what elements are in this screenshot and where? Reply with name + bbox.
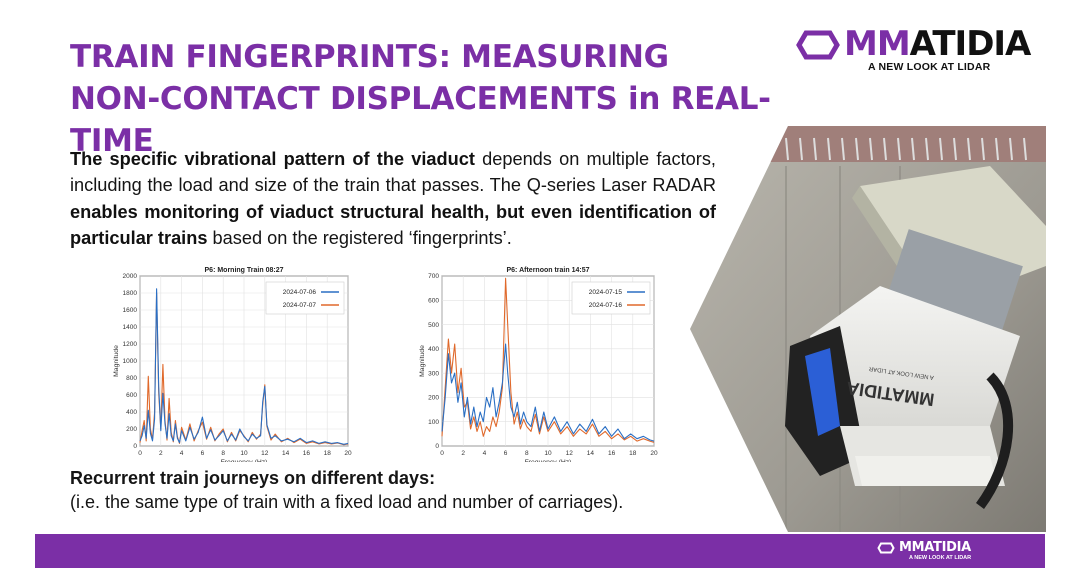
y-tick-label: 200 — [428, 395, 439, 402]
y-tick-label: 600 — [126, 392, 137, 399]
y-tick-label: 100 — [428, 419, 439, 426]
footer-hexagon-icon — [877, 542, 895, 554]
y-tick-label: 500 — [428, 322, 439, 329]
x-tick-label: 12 — [261, 450, 269, 457]
x-tick-label: 20 — [344, 450, 352, 457]
x-tick-label: 0 — [440, 450, 444, 457]
chart-title: P6: Afternoon train 14:57 — [507, 267, 590, 274]
title-line-2: NON-CONTACT DISPLACEMENTS in REAL-TIME — [70, 81, 771, 159]
x-tick-label: 8 — [221, 450, 225, 457]
y-tick-label: 1400 — [123, 324, 138, 331]
y-tick-label: 600 — [428, 297, 439, 304]
x-tick-label: 14 — [282, 450, 290, 457]
y-tick-label: 200 — [126, 426, 137, 433]
x-tick-label: 0 — [138, 450, 142, 457]
x-tick-label: 14 — [587, 450, 595, 457]
brand-tagline: A NEW LOOK AT LIDAR — [868, 61, 991, 73]
footer-bar: MMATIDIA A NEW LOOK AT LIDAR — [35, 534, 1045, 568]
x-axis-label: Frequency (Hz) — [221, 459, 268, 462]
legend-label: 2024-07-06 — [283, 289, 317, 296]
x-tick-label: 16 — [303, 450, 311, 457]
y-tick-label: 400 — [428, 346, 439, 353]
x-tick-label: 18 — [324, 450, 332, 457]
series-line-2024-07-15 — [441, 343, 655, 442]
y-tick-label: 1200 — [123, 341, 138, 348]
paragraph-bold-2: enables monitoring of viaduct structural… — [70, 201, 716, 249]
lidar-device-photo: MMATIDIA A NEW LOOK AT LIDAR — [690, 126, 1046, 532]
series-line-2024-07-06 — [139, 288, 349, 445]
legend-box — [265, 281, 345, 315]
y-tick-label: 0 — [435, 443, 439, 450]
footer-brand-name: MMATIDIA — [899, 540, 971, 555]
x-tick-label: 18 — [629, 450, 637, 457]
paragraph-text-2: based on the registered ‘fingerprints’. — [207, 228, 512, 249]
title-line-1: TRAIN FINGERPRINTS: MEASURING — [70, 39, 669, 75]
y-tick-label: 1000 — [123, 358, 138, 365]
footer-brand-tagline: A NEW LOOK AT LIDAR — [909, 555, 972, 561]
y-axis-label: Magnitude — [419, 345, 426, 377]
legend-label: 2024-07-07 — [283, 302, 317, 309]
x-tick-label: 6 — [504, 450, 508, 457]
y-tick-label: 400 — [126, 409, 137, 416]
caption-title: Recurrent train journeys on different da… — [70, 468, 436, 488]
hexagon-logo-icon — [796, 30, 840, 60]
y-tick-label: 0 — [133, 443, 137, 450]
y-tick-label: 1800 — [123, 290, 138, 297]
brand-name-rest: ATIDIA — [909, 24, 1032, 64]
chart-title: P6: Morning Train 08:27 — [205, 267, 284, 274]
series-line-2024-07-16 — [441, 277, 655, 443]
chart-svg: 0 2 4 6 8 10 12 14 16 18 2002004006008001000120014… — [113, 267, 352, 466]
x-axis-label: Frequency (Hz) — [525, 459, 572, 462]
caption-text: (i.e. the same type of train with a fixe… — [70, 492, 624, 512]
x-tick-label: 8 — [525, 450, 529, 457]
y-tick-label: 1600 — [123, 307, 138, 314]
x-tick-label: 12 — [566, 450, 574, 457]
afternoon-train-chart: 0 2 4 6 8 10 12 14 16 18 20 0 100 200 300 400 500 600 700 P… — [414, 262, 664, 467]
paragraph-text-1: depends on multiple factors, including t… — [70, 149, 716, 196]
paragraph-bold-1: The specific vibrational pattern of the … — [70, 149, 475, 169]
legend-box — [571, 281, 651, 315]
x-tick-label: 16 — [608, 450, 616, 457]
grid-lines — [441, 275, 655, 447]
x-tick-label: 10 — [240, 450, 248, 457]
page-title: TRAIN FINGERPRINTS: MEASURING NON-CONTAC… — [70, 36, 790, 162]
x-tick-label: 2 — [461, 450, 465, 457]
legend-label: 2024-07-16 — [589, 302, 623, 309]
legend-label: 2024-07-15 — [589, 289, 623, 296]
y-tick-label: 2000 — [123, 273, 138, 280]
y-tick-label: 800 — [126, 375, 137, 382]
x-tick-label: 10 — [544, 450, 552, 457]
brand-name: MMATIDIA — [844, 24, 1032, 64]
chart-svg: 0 2 4 6 8 10 12 14 16 18 200100200300400500600700P… — [419, 267, 658, 466]
footer-logo: MMATIDIA A NEW LOOK AT LIDAR — [875, 540, 985, 564]
chart-caption: Recurrent train journeys on different da… — [70, 466, 730, 514]
y-tick-label: 300 — [428, 370, 439, 377]
device-photo-illustration: MMATIDIA A NEW LOOK AT LIDAR — [690, 126, 1046, 532]
x-tick-label: 4 — [483, 450, 487, 457]
y-tick-label: 700 — [428, 273, 439, 280]
brand-logo: MMATIDIA A NEW LOOK AT LIDAR — [796, 24, 1031, 76]
x-tick-label: 6 — [201, 450, 205, 457]
brand-name-accent: MM — [844, 24, 911, 64]
x-tick-label: 4 — [180, 450, 184, 457]
x-tick-label: 2 — [159, 450, 163, 457]
morning-train-chart: 0 2 4 6 8 10 12 14 16 18 20 0 200 400 600 800 1000 1200 14… — [108, 262, 358, 467]
x-tick-label: 20 — [650, 450, 658, 457]
y-axis-label: Magnitude — [113, 345, 120, 377]
description-paragraph: The specific vibrational pattern of the … — [70, 146, 716, 252]
